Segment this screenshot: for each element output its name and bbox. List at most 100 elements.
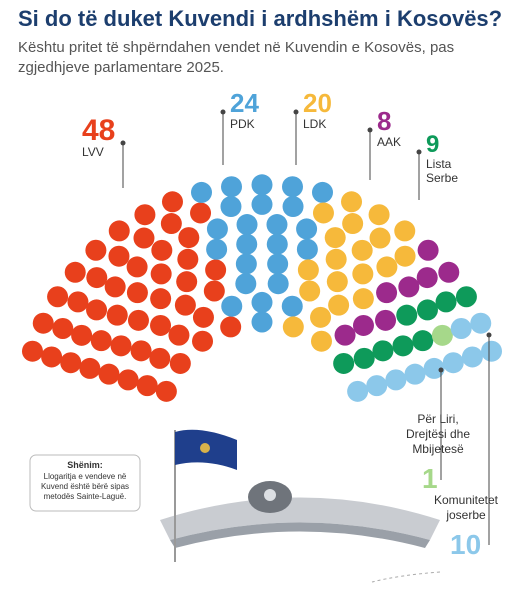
- seat: [385, 369, 407, 391]
- seat: [334, 324, 356, 346]
- seat: [481, 340, 503, 362]
- party-seat-count: 1: [422, 463, 438, 494]
- party-seats: [282, 191, 416, 352]
- seat: [442, 352, 464, 374]
- seat: [90, 330, 112, 352]
- seat: [64, 261, 86, 283]
- seat: [266, 214, 288, 236]
- seat: [98, 363, 120, 385]
- seat: [192, 306, 214, 328]
- party-name: Lista Serbe: [426, 157, 458, 185]
- seat: [150, 263, 172, 285]
- seat: [21, 340, 43, 362]
- seat: [86, 267, 108, 289]
- seat: [450, 318, 472, 340]
- seat: [396, 304, 418, 326]
- seat: [151, 239, 173, 261]
- seat: [176, 271, 198, 293]
- seat: [251, 291, 273, 313]
- seat: [324, 227, 346, 249]
- party-seats: [21, 191, 242, 402]
- seat: [160, 213, 182, 235]
- party-seat-count: 48: [82, 114, 115, 147]
- seat: [104, 276, 126, 298]
- seat: [394, 245, 416, 267]
- seat: [133, 227, 155, 249]
- party-seats: [191, 174, 333, 333]
- seat: [351, 239, 373, 261]
- seat: [206, 218, 228, 240]
- seat: [376, 282, 398, 304]
- seat: [71, 324, 93, 346]
- seat: [67, 291, 89, 313]
- seat: [221, 176, 243, 198]
- seat: [310, 306, 332, 328]
- seat: [282, 196, 304, 218]
- seat: [312, 202, 334, 224]
- party-seats: [347, 312, 503, 402]
- seat: [394, 220, 416, 242]
- seat: [461, 346, 483, 368]
- seat: [372, 340, 394, 362]
- seat: [352, 263, 374, 285]
- seat: [41, 346, 63, 368]
- seat: [134, 204, 156, 226]
- seat: [353, 347, 375, 369]
- seat: [136, 375, 158, 397]
- seat: [220, 316, 242, 338]
- leader-dot: [367, 127, 373, 133]
- seat: [220, 196, 242, 218]
- seat: [178, 227, 200, 249]
- seat: [431, 324, 453, 346]
- seat: [398, 276, 420, 298]
- seat: [106, 304, 128, 326]
- party-seat-count: 10: [450, 529, 481, 560]
- seat: [369, 227, 391, 249]
- seat: [127, 309, 149, 331]
- seat: [205, 259, 227, 281]
- seat: [235, 273, 257, 295]
- seat: [297, 259, 319, 281]
- seat: [108, 220, 130, 242]
- note-title: Shënim:: [67, 460, 103, 470]
- party-seat-count: 24: [230, 88, 259, 118]
- party-name: PDK: [230, 117, 255, 131]
- seat: [281, 176, 303, 198]
- seat: [190, 202, 212, 224]
- seat: [267, 273, 289, 295]
- seat: [236, 233, 258, 255]
- seat: [150, 288, 172, 310]
- seat: [110, 335, 132, 357]
- seat: [325, 248, 347, 270]
- note-text: Llogaritja e vendeve në Kuvend është bër…: [40, 472, 130, 501]
- seat: [251, 311, 273, 333]
- seat: [108, 245, 130, 267]
- seat: [326, 271, 348, 293]
- seat: [266, 233, 288, 255]
- seat: [299, 280, 321, 302]
- seat: [206, 238, 228, 260]
- seat: [311, 181, 333, 203]
- seat: [352, 288, 374, 310]
- party-name: Komunitetet joserbe: [434, 493, 499, 522]
- seat: [126, 256, 148, 278]
- seat: [417, 239, 439, 261]
- seat: [86, 299, 108, 321]
- seat: [251, 193, 273, 215]
- seat: [221, 295, 243, 317]
- seat: [155, 380, 177, 402]
- seat: [130, 340, 152, 362]
- party-seats: [431, 324, 453, 346]
- party-seats: [333, 286, 477, 374]
- party-name: LDK: [303, 117, 326, 131]
- seat: [161, 191, 183, 213]
- seat: [191, 181, 213, 203]
- leader-dot: [416, 149, 422, 155]
- seat: [333, 352, 355, 374]
- seat: [435, 291, 457, 313]
- party-seat-count: 20: [303, 88, 332, 118]
- leader-dot: [220, 109, 226, 115]
- note-box: Shënim: Llogaritja e vendeve në Kuvend ë…: [29, 454, 141, 512]
- party-name: Për Liri, Drejtësi dhe Mbijetesë: [406, 412, 470, 456]
